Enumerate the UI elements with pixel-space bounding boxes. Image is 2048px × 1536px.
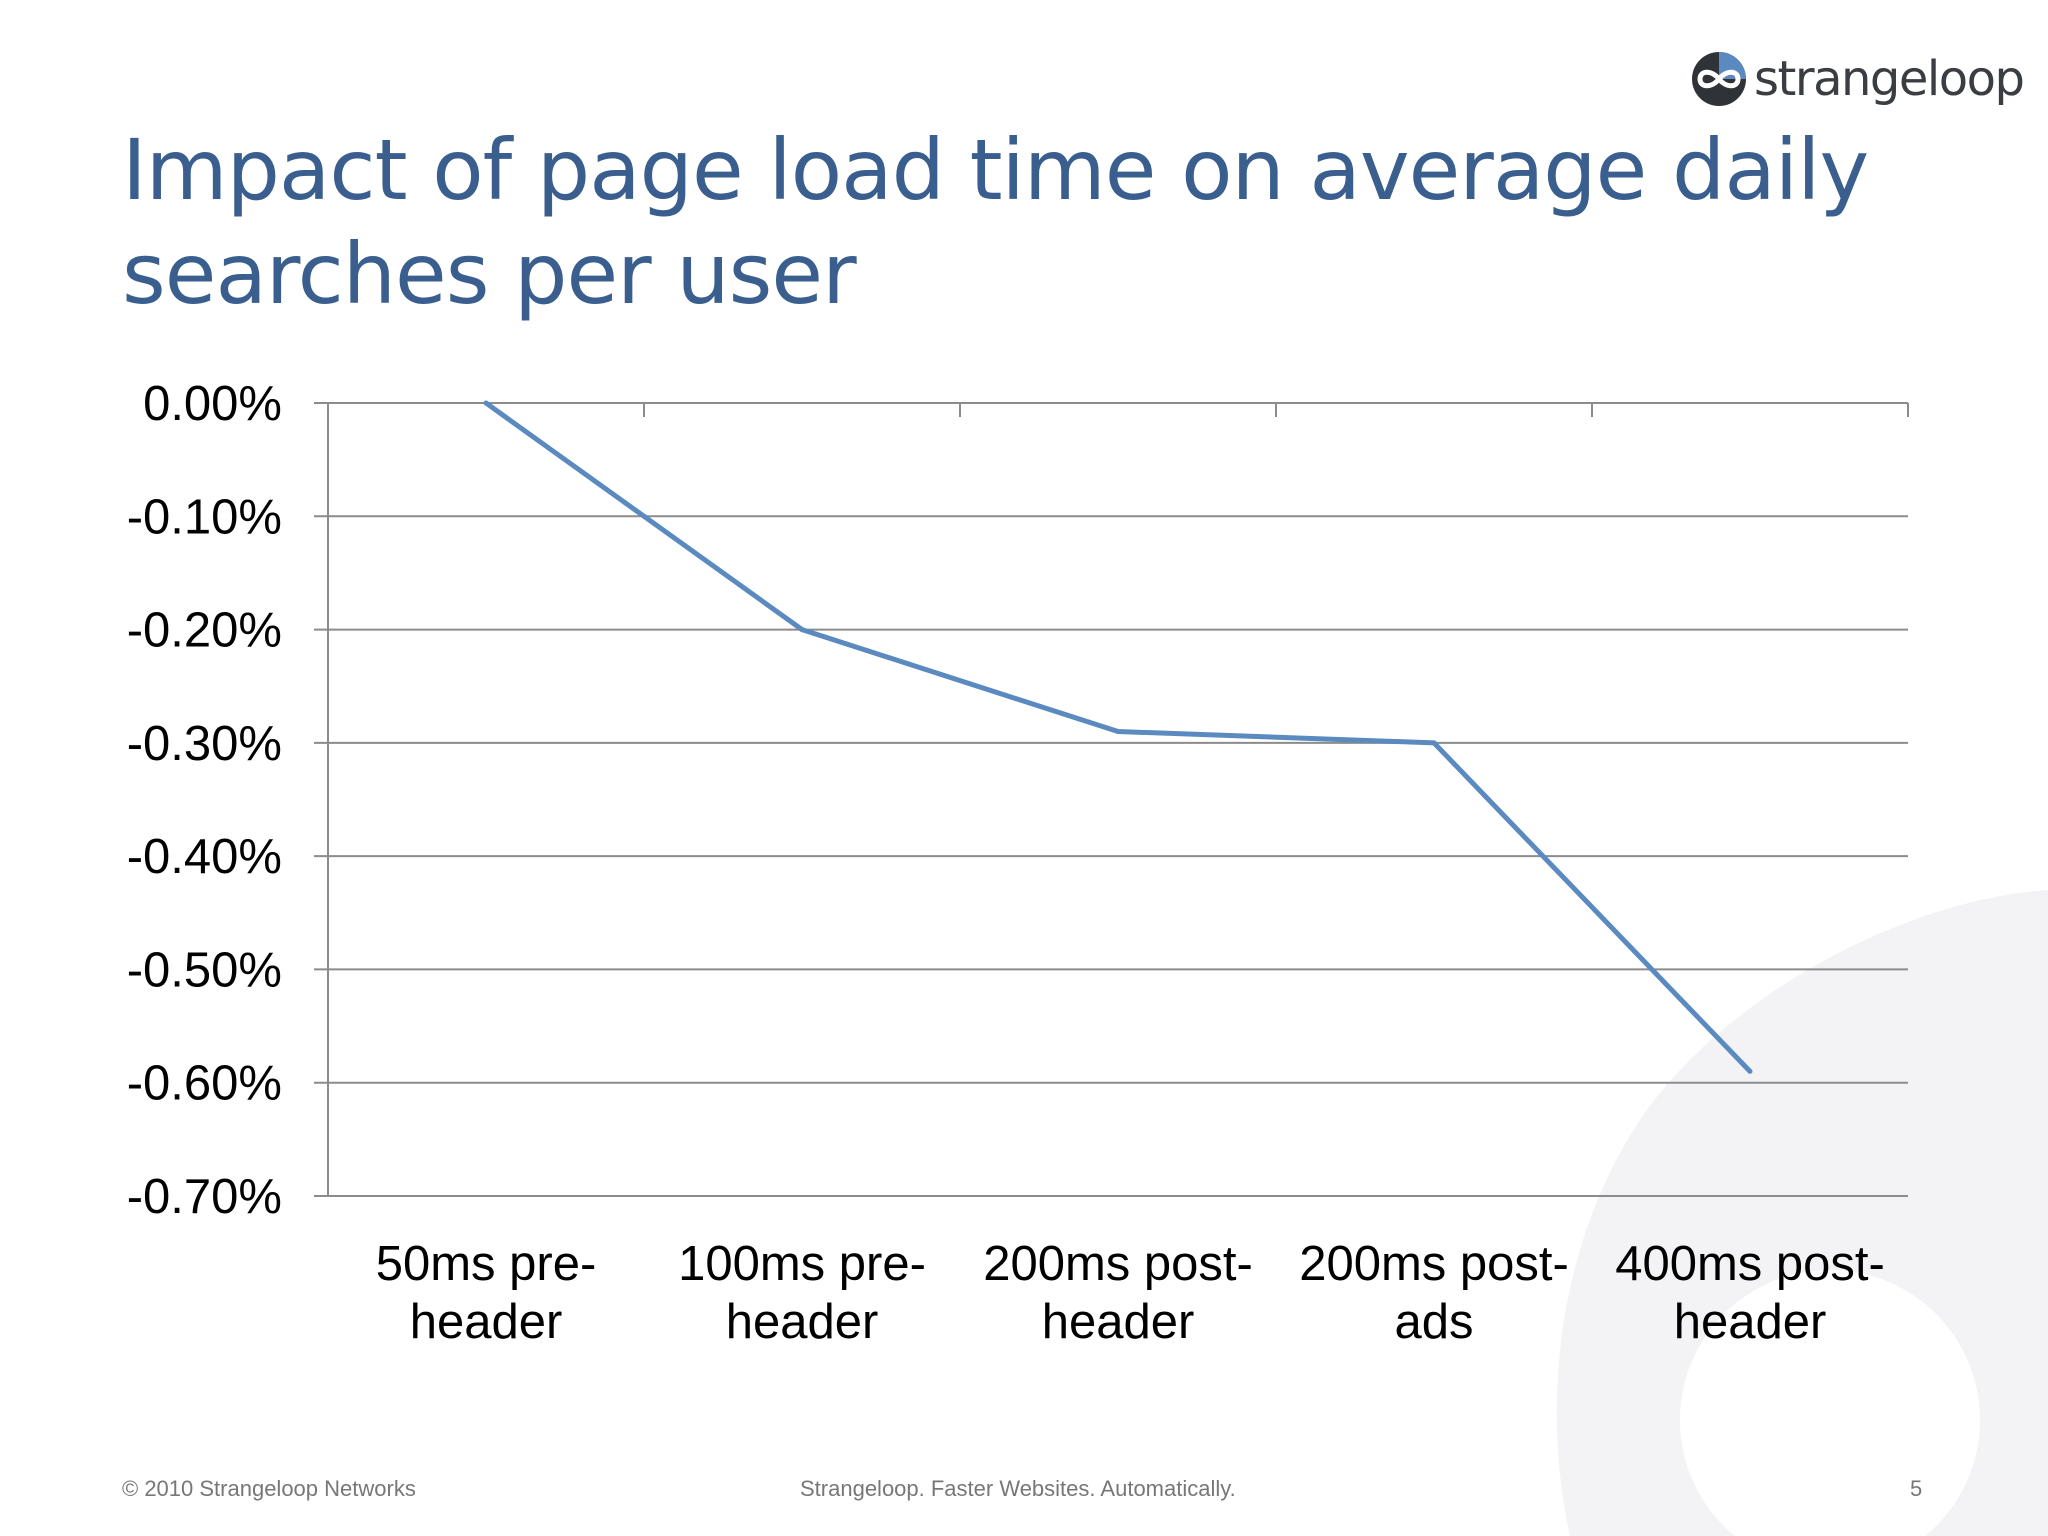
series-line: [484, 400, 1752, 1074]
y-tick-label: -0.40%: [127, 830, 282, 884]
infinity-loop-icon: [1692, 52, 1746, 106]
y-tick-label: -0.60%: [127, 1057, 282, 1111]
data-point: [1747, 1068, 1753, 1074]
y-tick-label: 0.00%: [143, 377, 282, 431]
series-layer: [483, 400, 1753, 1074]
x-tick-label: 400ms post-header: [1615, 1237, 1885, 1349]
y-tick-label: -0.20%: [127, 604, 282, 658]
axes: [327, 403, 1909, 1196]
y-axis-tick-labels: 0.00% -0.10% -0.20% -0.30% -0.40% -0.50% -0.60…: [127, 377, 282, 1224]
y-tick-label: -0.50%: [127, 943, 282, 997]
data-point: [1431, 740, 1437, 746]
y-tick-label: -0.10%: [127, 490, 282, 544]
x-tick-label: 200ms post-ads: [1299, 1237, 1569, 1349]
x-tick-label: 100ms pre-header: [678, 1237, 926, 1349]
x-tick-label: 50ms pre-header: [376, 1237, 597, 1349]
slide-title: Impact of page load time on average dail…: [122, 121, 1869, 323]
footer-tagline: Strangeloop. Faster Websites. Automatica…: [800, 1476, 1236, 1501]
page-number: 5: [1910, 1476, 1923, 1501]
data-point: [483, 400, 489, 406]
footer-copyright: © 2010 Strangeloop Networks: [122, 1476, 416, 1501]
logo-wordmark: strangeloop: [1754, 51, 2025, 107]
data-point: [799, 627, 805, 633]
y-tick-label: -0.70%: [127, 1170, 282, 1224]
data-point: [1115, 729, 1121, 735]
x-axis-tick-labels: 50ms pre-header 100ms pre-header 200ms pos…: [376, 1237, 1885, 1349]
strangeloop-logo: strangeloop: [1690, 50, 2025, 108]
grid-lines: [314, 402, 1908, 1197]
y-tick-label: -0.30%: [127, 717, 282, 771]
x-tick-label: 200ms post-header: [983, 1237, 1253, 1349]
